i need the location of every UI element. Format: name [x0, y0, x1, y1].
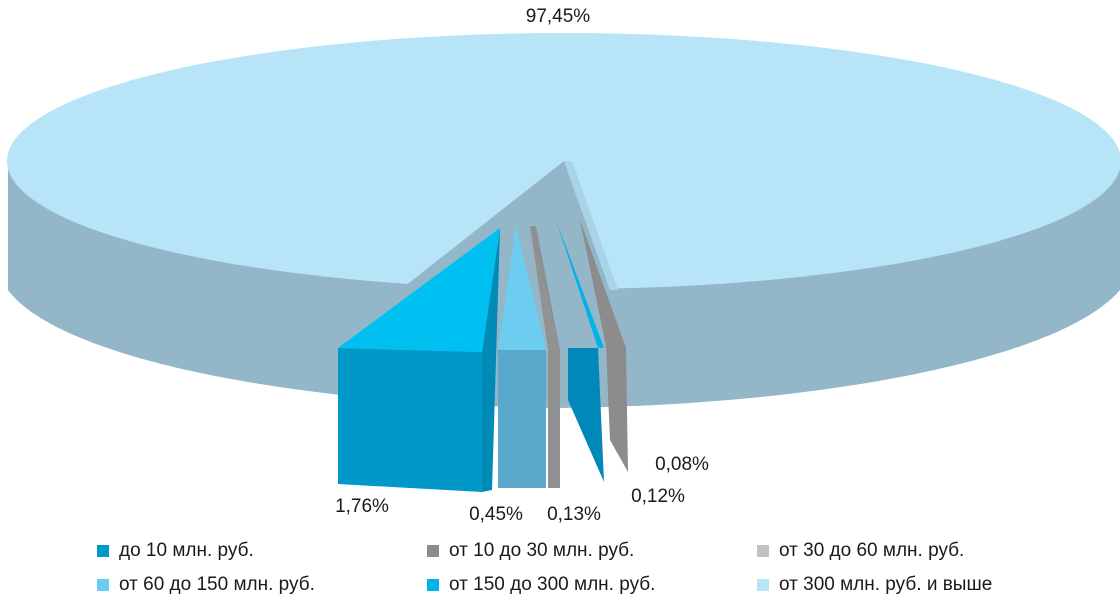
value-label-60-150: 0,45%	[469, 504, 523, 525]
legend-item-up-to-10: до 10 млн. руб.	[97, 539, 427, 563]
slice-cutout-edge	[564, 161, 618, 290]
slice-top-150-300	[556, 220, 604, 348]
value-label-30-60: 0,13%	[547, 504, 601, 525]
legend-item-30-60: от 30 до 60 млн. руб.	[757, 539, 1107, 563]
slice-top-over-300	[7, 33, 1120, 289]
legend-swatch-150-300	[427, 579, 439, 591]
legend-swatch-60-150	[97, 579, 109, 591]
value-labels: 97,45% 1,76% 0,45% 0,13% 0,12% 0,08%	[335, 6, 709, 525]
legend-swatch-over-300	[757, 579, 769, 591]
slice-top-up-to-10	[338, 228, 500, 352]
slice-side-60-150	[498, 350, 546, 488]
legend-label-30-60: от 30 до 60 млн. руб.	[779, 540, 965, 561]
slice-top-60-150	[498, 226, 546, 350]
legend-label-up-to-10: до 10 млн. руб.	[119, 540, 254, 561]
legend-label-over-300: от 300 млн. руб. и выше	[779, 574, 993, 595]
slice-side-10-30	[580, 220, 628, 472]
value-label-150-300: 0,12%	[631, 486, 685, 507]
legend-label-150-300: от 150 до 300 млн. руб.	[449, 574, 656, 595]
chart-legend: до 10 млн. руб. от 10 до 30 млн. руб. от…	[97, 539, 1107, 597]
value-label-10-30: 0,08%	[655, 454, 709, 475]
legend-item-60-150: от 60 до 150 млн. руб.	[97, 573, 427, 597]
legend-item-10-30: от 10 до 30 млн. руб.	[427, 539, 757, 563]
slice-wall-30-60	[530, 226, 560, 488]
value-label-up-to-10: 1,76%	[335, 496, 389, 517]
legend-swatch-up-to-10	[97, 545, 109, 557]
legend-item-over-300: от 300 млн. руб. и выше	[757, 573, 1107, 597]
legend-swatch-30-60	[757, 545, 769, 557]
legend-swatch-10-30	[427, 545, 439, 557]
slice-side-150-300	[568, 348, 604, 482]
slice-edge-up-to-10	[482, 228, 500, 492]
pie-shapes	[7, 33, 1120, 492]
legend-label-60-150: от 60 до 150 млн. руб.	[119, 574, 315, 595]
value-label-over-300: 97,45%	[526, 6, 591, 27]
slice-side-up-to-10	[338, 348, 482, 492]
legend-item-150-300: от 150 до 300 млн. руб.	[427, 573, 757, 597]
legend-label-10-30: от 10 до 30 млн. руб.	[449, 540, 635, 561]
slice-cutout-wall	[400, 161, 610, 290]
